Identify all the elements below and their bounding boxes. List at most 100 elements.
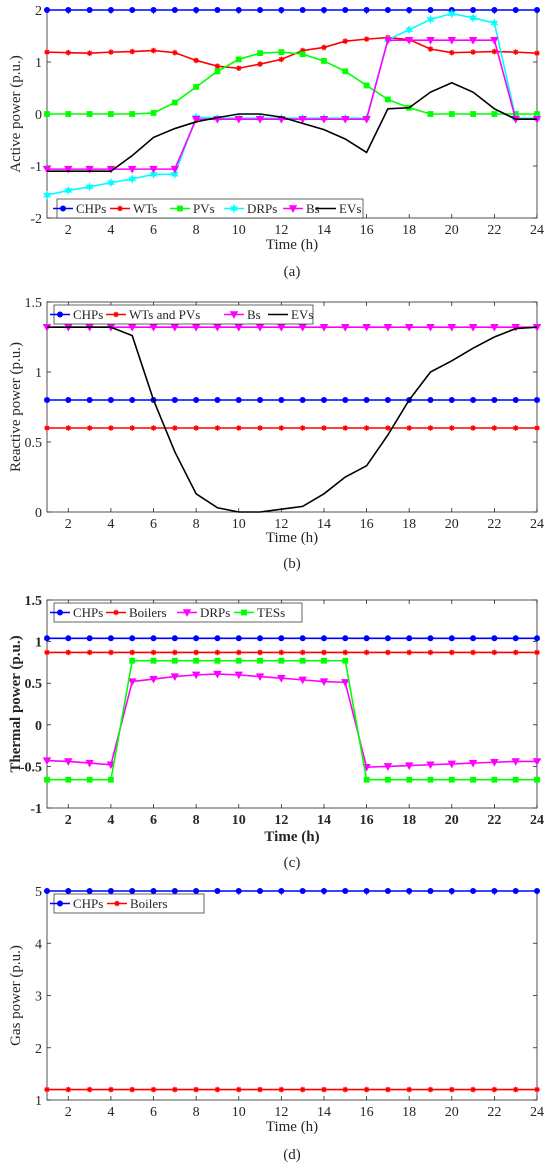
data-point-drps bbox=[64, 758, 73, 766]
data-point-boilers bbox=[129, 649, 136, 656]
data-point-chps bbox=[278, 396, 285, 403]
data-point-boilers bbox=[172, 1086, 178, 1093]
data-point-bs bbox=[341, 115, 350, 124]
x-tick-label: 18 bbox=[402, 813, 416, 828]
x-axis-label: Time (h) bbox=[264, 829, 319, 845]
data-point-boilers bbox=[44, 649, 50, 656]
x-tick-label: 10 bbox=[232, 1105, 246, 1120]
data-point-wts bbox=[363, 36, 370, 42]
x-tick-label: 2 bbox=[65, 517, 72, 532]
data-point-chps bbox=[235, 7, 242, 13]
data-point-bs bbox=[213, 323, 222, 332]
data-point-bs bbox=[362, 323, 371, 332]
x-tick-label: 16 bbox=[360, 813, 374, 828]
x-tick-label: 16 bbox=[360, 223, 374, 238]
series-line-tess bbox=[47, 659, 537, 781]
data-point-bs bbox=[64, 165, 73, 174]
data-point-boilers bbox=[257, 1086, 263, 1093]
x-tick-label: 22 bbox=[487, 517, 501, 532]
data-point-tess bbox=[470, 776, 476, 783]
data-point-drps bbox=[106, 761, 116, 770]
data-point-boilers bbox=[321, 1086, 327, 1093]
data-point-boilers bbox=[193, 1086, 199, 1093]
data-point-bs bbox=[468, 36, 478, 45]
data-point-wts-and-pvs bbox=[321, 425, 327, 431]
plot-area bbox=[46, 599, 538, 809]
data-point-chps bbox=[150, 888, 157, 895]
data-point-chps bbox=[193, 396, 200, 403]
data-point-chps bbox=[342, 635, 349, 642]
data-point-chps bbox=[320, 7, 327, 13]
x-tick-label: 8 bbox=[193, 517, 200, 532]
data-point-chps bbox=[44, 635, 51, 642]
data-point-drps bbox=[106, 177, 116, 188]
panel-label: (c) bbox=[284, 855, 301, 871]
data-point-drps bbox=[404, 762, 414, 770]
data-point-boilers bbox=[278, 649, 285, 656]
x-tick-label: 24 bbox=[530, 223, 544, 238]
data-point-chps bbox=[363, 635, 370, 642]
data-point-wts-and-pvs bbox=[342, 425, 349, 431]
data-point-wts bbox=[65, 49, 72, 56]
data-point-pvs bbox=[129, 111, 136, 117]
x-tick-label: 10 bbox=[232, 223, 246, 238]
panel-label: (a) bbox=[284, 264, 301, 280]
data-point-chps bbox=[150, 7, 157, 13]
x-tick-label: 20 bbox=[445, 517, 459, 532]
data-point-chps bbox=[470, 7, 477, 13]
data-point-drps bbox=[447, 760, 457, 769]
data-point-chps bbox=[512, 888, 519, 895]
data-point-drps bbox=[532, 758, 542, 766]
series-boilers bbox=[44, 1086, 540, 1093]
x-tick-label: 16 bbox=[360, 1105, 374, 1120]
data-point-wts-and-pvs bbox=[44, 425, 50, 431]
data-point-boilers bbox=[385, 1086, 391, 1093]
data-point-boilers bbox=[534, 1086, 540, 1093]
plot-area bbox=[46, 301, 538, 513]
data-point-drps bbox=[298, 676, 307, 685]
data-point-chps bbox=[257, 635, 264, 642]
x-tick-label: 2 bbox=[65, 1105, 72, 1120]
y-tick-label: 0.5 bbox=[25, 436, 43, 451]
data-point-tess bbox=[384, 776, 391, 783]
data-point-chps bbox=[44, 7, 51, 13]
data-point-bs bbox=[42, 165, 52, 174]
x-tick-label: 22 bbox=[487, 223, 501, 238]
y-tick-label: 4 bbox=[35, 937, 42, 952]
x-tick-label: 2 bbox=[65, 813, 72, 828]
data-point-pvs bbox=[257, 50, 263, 57]
legend-entry-chps: CHPs bbox=[73, 896, 103, 911]
data-point-bs bbox=[149, 323, 158, 332]
data-point-boilers bbox=[448, 649, 455, 656]
legend-marker-boilers bbox=[114, 900, 120, 907]
data-point-chps bbox=[534, 396, 541, 403]
data-point-tess bbox=[448, 776, 455, 783]
data-point-chps bbox=[406, 888, 413, 895]
data-point-chps bbox=[342, 7, 349, 13]
y-axis-label: Reactive power (p.u.) bbox=[8, 342, 24, 472]
data-point-pvs bbox=[214, 68, 221, 75]
data-point-wts-and-pvs bbox=[512, 425, 519, 431]
data-point-chps bbox=[214, 635, 221, 642]
data-point-tess bbox=[512, 776, 519, 783]
data-point-chps bbox=[86, 396, 93, 403]
data-point-bs bbox=[127, 323, 137, 332]
data-point-wts bbox=[235, 65, 242, 72]
data-point-chps bbox=[470, 635, 477, 642]
data-point-wts bbox=[299, 47, 306, 54]
data-point-wts bbox=[172, 49, 178, 56]
legend-entry-drps: DRPs bbox=[247, 201, 277, 216]
x-tick-label: 20 bbox=[445, 223, 459, 238]
data-point-drps bbox=[468, 759, 478, 768]
data-point-pvs bbox=[384, 96, 391, 103]
data-point-chps bbox=[171, 888, 178, 895]
data-point-drps bbox=[234, 671, 243, 680]
data-point-chps bbox=[65, 396, 72, 403]
data-point-boilers bbox=[129, 1086, 136, 1093]
data-point-chps bbox=[363, 888, 370, 895]
x-tick-label: 22 bbox=[487, 1105, 501, 1120]
legend-entry-chps: CHPs bbox=[76, 201, 106, 216]
data-point-boilers bbox=[534, 649, 540, 656]
x-tick-label: 4 bbox=[107, 1105, 114, 1120]
x-tick-label: 8 bbox=[193, 1105, 200, 1120]
